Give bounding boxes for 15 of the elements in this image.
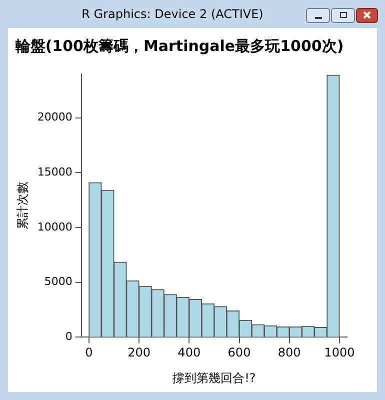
text: R Graphics: Device 2 (ACTIVE) [82, 7, 264, 21]
y-axis-title: 累計次數 [15, 182, 30, 230]
y-tick-label: 0 [65, 330, 72, 344]
x-tick-label: 0 [85, 346, 93, 360]
x-tick-label: 600 [228, 346, 251, 360]
y-tick-label: 20000 [37, 110, 72, 124]
x-tick-label: 400 [178, 346, 201, 360]
x-tick-label: 200 [128, 346, 150, 360]
chart-title: 輪盤(100枚籌碼，Martingale最多玩1000次) [14, 36, 344, 55]
y-tick-label: 5000 [44, 275, 72, 288]
x-tick-label: 1000 [324, 346, 355, 360]
x-tick-label: 800 [278, 346, 301, 360]
y-tick-label: 15000 [37, 166, 72, 179]
y-tick-label: 10000 [37, 220, 72, 234]
x-axis-title: 撐到第幾回合!? [172, 370, 256, 385]
